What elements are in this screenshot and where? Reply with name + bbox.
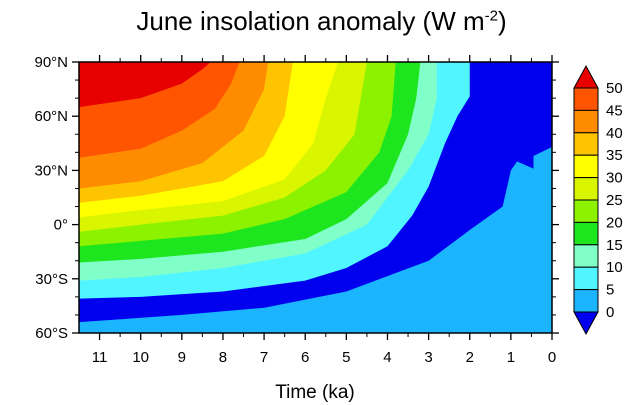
x-tick-label: 0 [548,349,556,366]
x-tick-label: 11 [92,349,108,366]
chart-title-close: ) [497,6,507,36]
x-tick-label: 3 [424,349,432,366]
x-axis-title: Time (ka) [275,382,355,403]
band-level-0 [79,161,552,333]
x-tick-label: 5 [342,349,350,366]
x-tick-label: 9 [178,349,186,366]
colorbar-box [573,266,599,291]
plot-frame [78,61,553,334]
y-tick-label: 90°N [34,54,68,71]
band-level-50 [79,62,211,108]
colorbar-label: 35 [606,147,623,164]
colorbar-box [573,154,599,179]
x-tick-label: 7 [260,349,268,366]
colorbar-arrow-bottom [573,311,599,336]
x-tick-label: 4 [383,349,391,366]
colorbar-box [573,244,599,268]
colorbar-label: 40 [606,125,623,142]
colorbar-label: 10 [606,259,623,276]
colorbar-label: 0 [606,304,614,321]
x-tick-label: 1 [507,349,515,366]
contour-bands [79,62,552,333]
y-tick-label: 30°S [35,271,68,288]
x-tick-label: 10 [132,349,149,366]
chart-title-exponent: -2 [484,7,498,25]
x-tick-label: 6 [301,349,309,366]
colorbar-label: 15 [606,237,623,254]
chart-title-text: June insolation anomaly (W m [136,6,485,36]
colorbar-box [573,177,599,201]
colorbar-label: 20 [606,214,623,231]
colorbar-box [573,199,599,223]
x-tick-label: 2 [466,349,474,366]
chart-title: June insolation anomaly (W m-2) [0,6,643,37]
plot-axes: 11 10 9 8 7 6 5 4 3 2 1 090°N60°N30°N0°30°S60°S [34,54,559,366]
colorbar-box [573,289,599,313]
colorbar-box [573,109,599,134]
y-tick-label: 60°N [34,108,68,125]
colorbar-label: 45 [606,102,623,119]
y-tick-label: 30°N [34,162,68,179]
colorbar-arrow-top [573,64,599,89]
x-tick-label: 8 [219,349,227,366]
band-recent-strip-top [533,62,552,156]
colorbar-label: 50 [606,80,623,97]
colorbar-label: 5 [606,282,614,299]
colorbar-box [573,87,599,111]
colorbar-box [573,132,599,156]
y-tick-label: 0° [54,217,68,234]
y-tick-label: 60°S [35,325,68,342]
colorbar-label: 30 [606,170,623,187]
colorbar-label: 25 [606,192,623,209]
colorbar-box [573,221,599,246]
